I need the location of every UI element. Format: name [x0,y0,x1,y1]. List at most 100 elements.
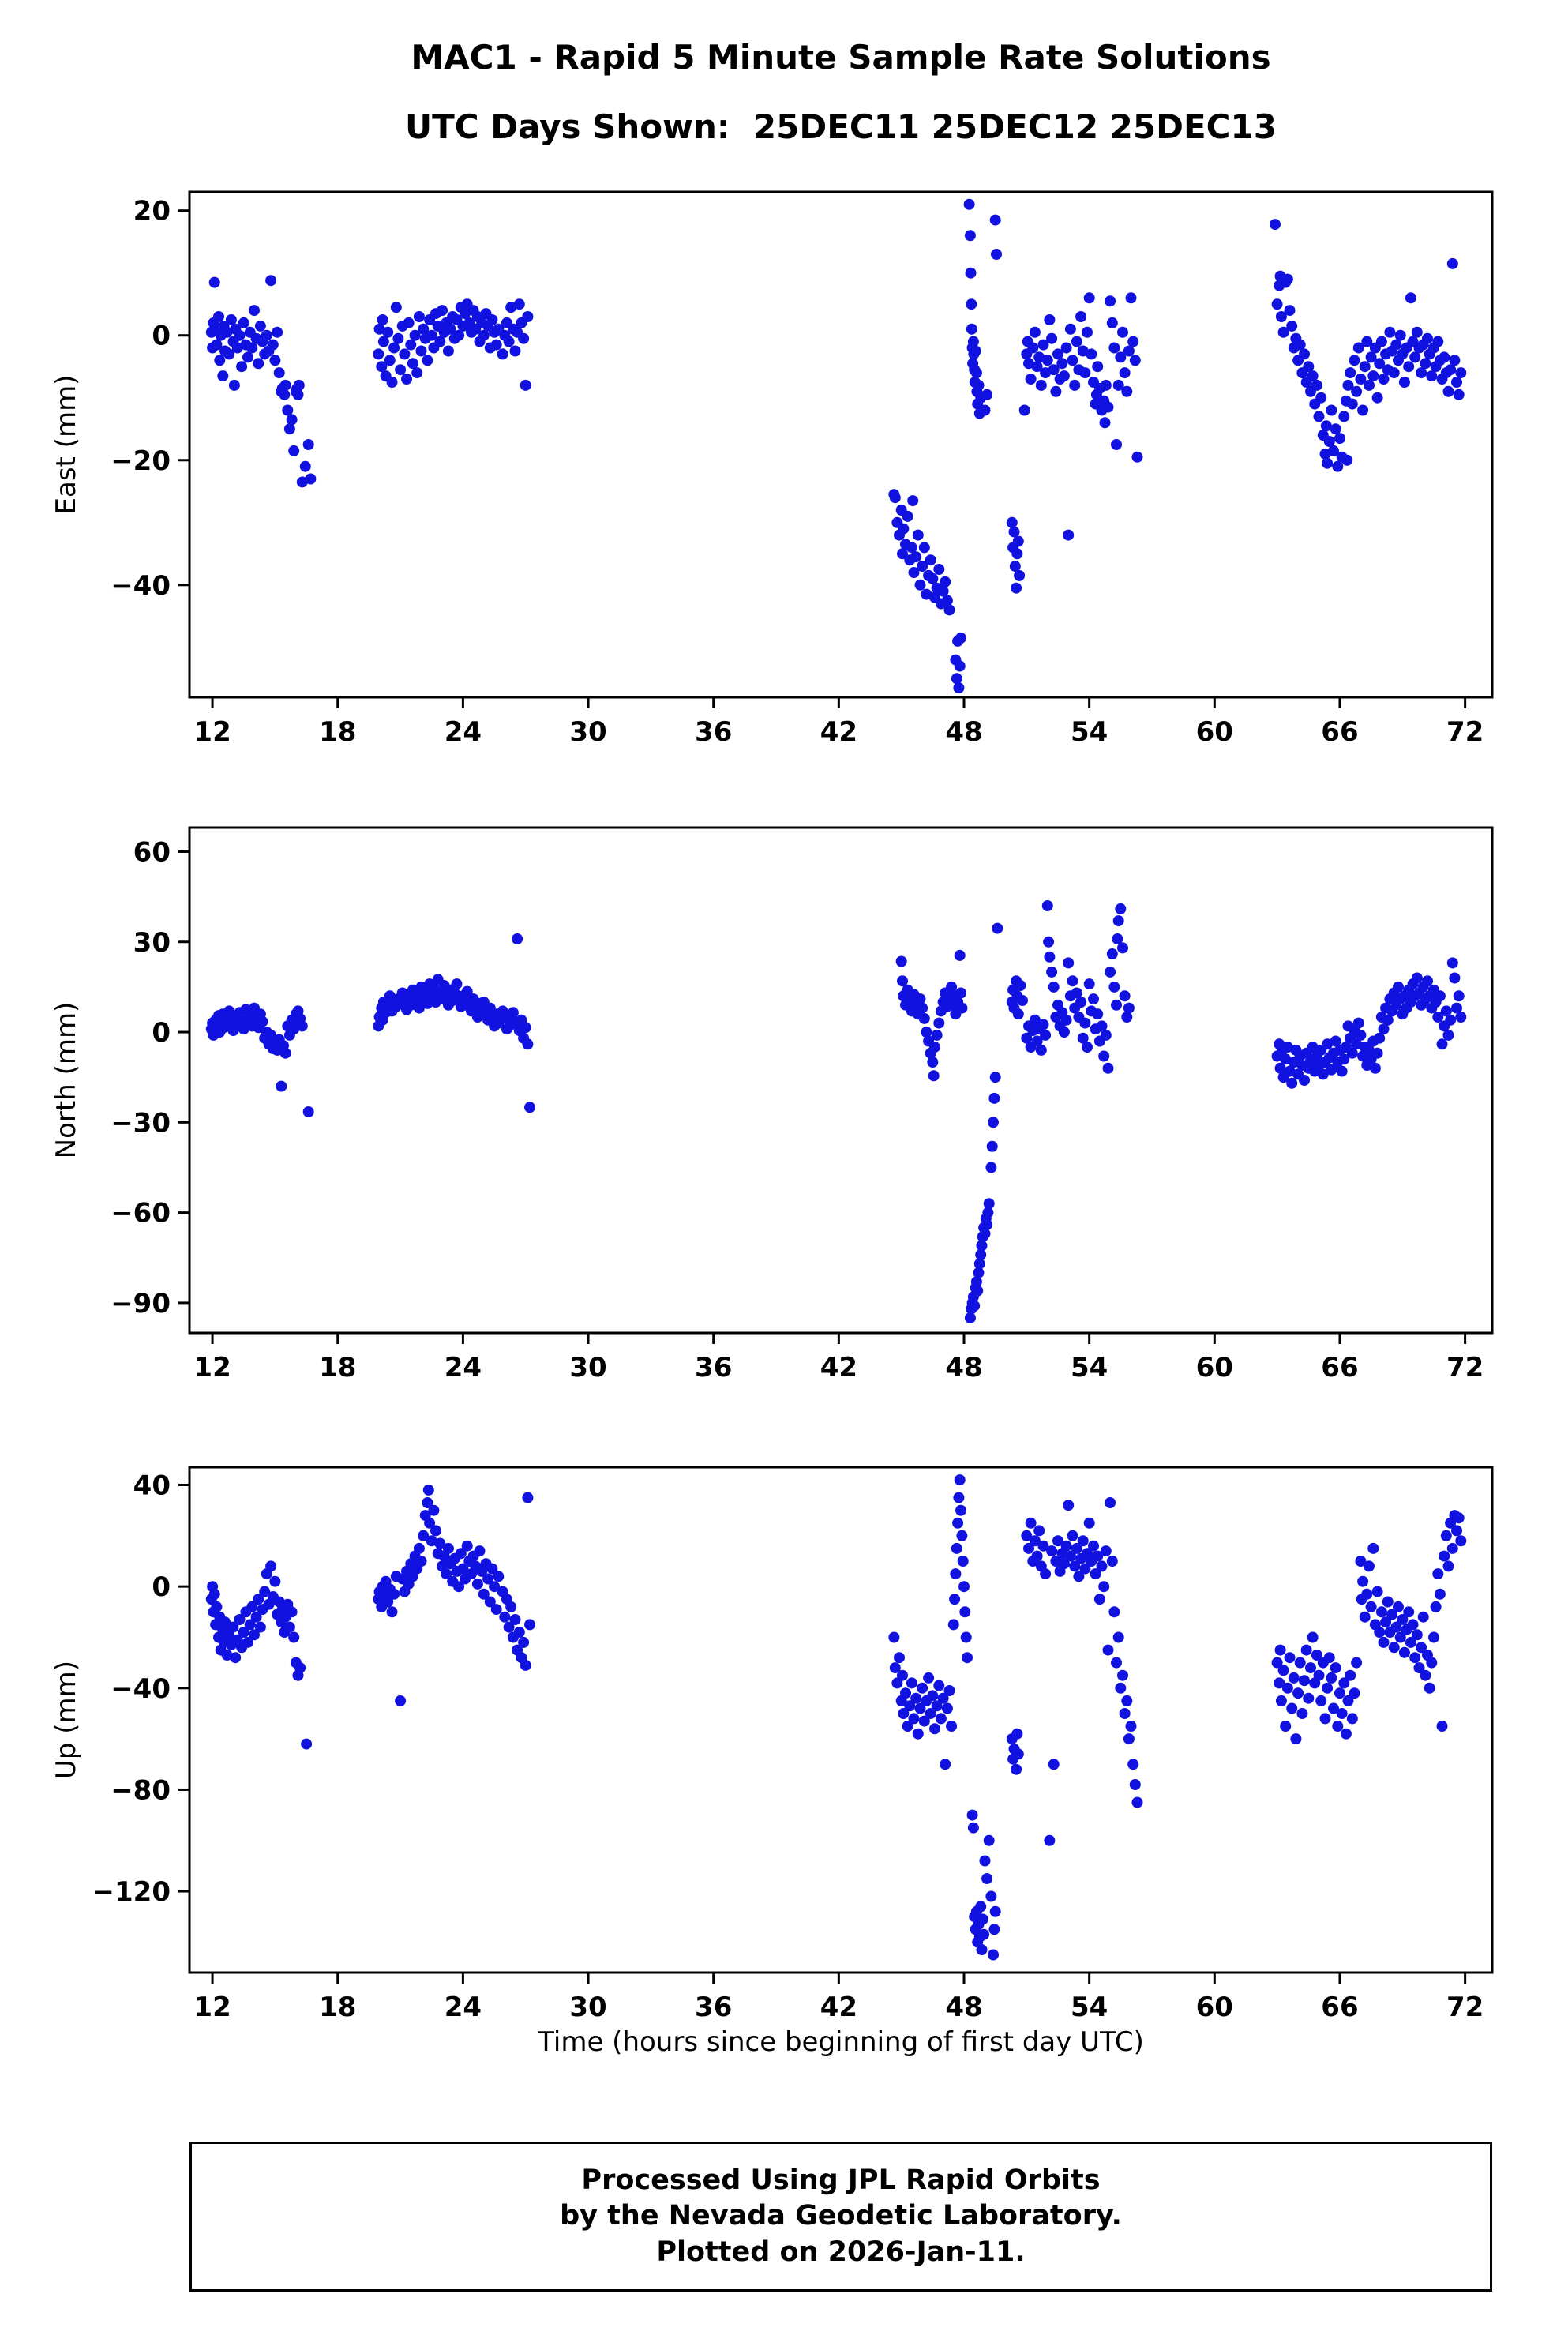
data-point [518,332,530,344]
x-tick-label: 24 [445,1352,482,1383]
data-point [1445,364,1457,376]
data-point [1378,374,1390,385]
data-point [221,1650,233,1661]
data-point [1371,1586,1383,1597]
data-point [424,1517,436,1529]
data-point [1351,1038,1363,1050]
data-point [918,542,930,554]
data-point [1388,367,1400,379]
data-point [279,389,291,400]
data-point [902,1721,913,1732]
data-point [970,367,982,379]
data-point [940,576,951,588]
data-point [925,554,936,566]
data-point [983,1198,995,1210]
data-point [1111,439,1122,450]
data-point [1299,348,1310,360]
y-tick-label: −120 [92,1876,171,1908]
data-point [512,933,523,944]
up-panel-chart: 12 18 24 30 36 42 48 54 60 66 72 40 0 −40 −80 −120 Up (m… [51,1466,1494,2023]
data-point [418,1530,430,1541]
data-point [1044,314,1056,325]
data-point [1067,975,1078,987]
data-point [979,1855,991,1867]
data-point [979,1228,991,1240]
data-point [1058,1027,1070,1038]
data-point [1442,1560,1454,1572]
data-point [1432,1568,1444,1580]
data-point [1332,460,1344,472]
y-tick-label: −60 [111,1198,171,1229]
data-point [377,314,388,325]
data-point [1451,1002,1462,1014]
x-tick-label: 54 [1071,1991,1108,2023]
footer-line-2: by the Nevada Geodetic Laboratory. [560,2200,1122,2232]
data-point [227,1621,239,1633]
data-point [1345,1669,1356,1681]
data-point [296,1020,308,1032]
data-point [1393,981,1404,993]
plot-frame [188,826,1494,1335]
data-point [1040,1568,1052,1580]
data-point [422,355,433,366]
data-point [1274,1062,1286,1074]
data-point [257,1015,268,1027]
data-point [1398,1646,1410,1658]
data-point [1446,1542,1458,1554]
data-point [388,342,400,354]
data-point [991,249,1002,260]
data-point [234,329,246,341]
data-point [1322,1682,1334,1694]
data-point [1029,1014,1041,1026]
data-point [908,1713,920,1725]
data-point [486,1563,498,1575]
data-point [1453,990,1465,1002]
data-point [1100,379,1112,391]
data-point [1405,1636,1416,1648]
data-point [954,660,966,672]
data-point [1446,957,1458,969]
data-point [305,473,317,485]
data-point [1409,1652,1421,1664]
data-point [1012,1748,1024,1760]
data-point [1328,445,1339,456]
data-point [1330,1662,1341,1674]
data-point [269,355,281,366]
data-point [1420,1669,1431,1681]
data-point [1075,311,1087,322]
data-point [230,1652,242,1664]
data-point [1405,292,1416,304]
data-point [889,1662,901,1674]
data-point [1096,1560,1108,1572]
data-point [1060,1540,1072,1552]
data-point [955,987,966,999]
data-point [967,336,979,347]
data-point [1442,385,1454,397]
data-point [1274,1677,1285,1689]
data-point [484,1596,496,1608]
data-point [1048,1759,1060,1770]
data-point [992,922,1003,934]
data-point [975,1249,987,1260]
data-point [234,1614,246,1625]
x-tick-label: 60 [1196,1352,1233,1383]
data-point [918,1715,930,1727]
data-point [946,981,958,993]
data-point [1374,1627,1386,1638]
data-point [1071,336,1082,347]
data-point [975,1901,987,1913]
data-point [236,361,248,373]
data-point [917,561,928,572]
data-point [1307,1631,1319,1643]
data-point [952,1517,964,1529]
data-point [925,1708,936,1719]
data-point [1319,1713,1331,1725]
data-point [1098,1050,1110,1062]
data-point [1046,966,1058,978]
data-point [460,308,471,320]
data-point [1271,298,1283,310]
data-point [1322,1038,1334,1050]
data-point [1108,981,1120,993]
data-point [390,302,402,313]
data-point [1092,361,1104,373]
